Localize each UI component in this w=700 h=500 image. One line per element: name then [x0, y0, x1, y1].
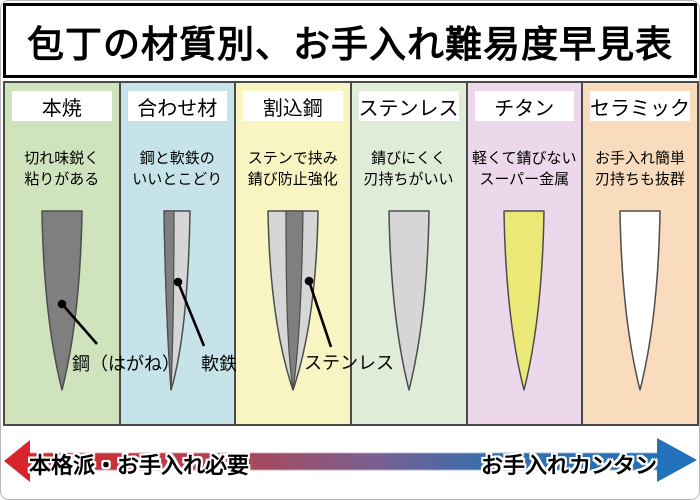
- desc-line: 刃持ちがいい: [363, 171, 454, 188]
- column-header-titanium: チタン: [474, 91, 574, 121]
- column-header-stainless: ステンレス: [358, 91, 459, 121]
- difficulty-gradient-bar: [27, 453, 661, 470]
- column-desc-honyaki: 切れ味鋭く 粘りがある: [5, 148, 119, 190]
- scale-label-right: お手入れカンタン: [480, 453, 657, 478]
- blade-part-label-stainless: ステンレス: [304, 353, 394, 373]
- column-title: セラミック: [590, 97, 690, 120]
- column-desc-warikomi: ステンで挟み 錆び防止強化: [236, 148, 350, 190]
- desc-line: ステンで挟み: [247, 150, 338, 167]
- desc-line: 刃持ちも抜群: [594, 171, 685, 188]
- column-desc-awasezai: 鋼と軟鉄の いいとこどり: [121, 148, 235, 190]
- desc-line: 錆び防止強化: [247, 171, 338, 188]
- title-box: 包丁の材質別、お手入れ難易度早見表: [3, 3, 697, 78]
- desc-line: 錆びにくく: [371, 150, 446, 167]
- difficulty-scale: 本格派・お手入れ必要 お手入れカンタン: [1, 426, 699, 499]
- column-title: 割込鋼: [262, 97, 323, 120]
- arrow-right-icon: [657, 438, 697, 482]
- page-title: 包丁の材質別、お手入れ難易度早見表: [27, 23, 673, 65]
- column-title: 合わせ材: [137, 97, 218, 120]
- column-desc-titanium: 軽くて錆びない スーパー金属: [468, 148, 582, 190]
- column-titanium: チタン 軽くて錆びない スーパー金属: [467, 83, 582, 424]
- column-title: 本焼: [41, 97, 82, 120]
- column-desc-stainless: 錆びにくく 刃持ちがいい: [352, 148, 466, 190]
- column-ceramic: セラミック お手入れ簡単 刃持ちも抜群: [583, 83, 697, 424]
- scale-label-left: 本格派・お手入れ必要: [29, 453, 250, 478]
- desc-line: 粘りがある: [24, 171, 100, 188]
- column-header-warikomi: 割込鋼: [243, 91, 343, 121]
- column-awasezai: 合わせ材 鋼と軟鉄の いいとこどり: [120, 83, 235, 424]
- desc-line: お手入れ簡単: [594, 150, 685, 167]
- column-header-honyaki: 本焼: [12, 91, 112, 121]
- column-title: ステンレス: [358, 97, 459, 120]
- desc-line: いいとこどり: [132, 171, 223, 188]
- knife-blade-titanium-illustration: [503, 210, 545, 391]
- desc-line: 軽くて錆びない: [471, 150, 577, 167]
- desc-line: スーパー金属: [479, 171, 570, 188]
- material-columns-board: 本焼 切れ味鋭く 粘りがある 合わせ材 鋼と軟鉄の いいとこどり: [3, 81, 699, 426]
- blade-part-label-hagane: 鋼（はがね）: [72, 354, 180, 374]
- blade-part-label-nantetsu: 軟鉄: [201, 354, 237, 374]
- column-desc-ceramic: お手入れ簡単 刃持ちも抜群: [583, 148, 697, 190]
- desc-line: 鋼と軟鉄の: [139, 150, 215, 167]
- column-warikomi: 割込鋼 ステンで挟み 錆び防止強化: [236, 83, 350, 424]
- knife-blade-stainless-illustration: [387, 210, 430, 391]
- column-header-ceramic: セラミック: [590, 91, 690, 121]
- column-title: チタン: [494, 97, 555, 120]
- knife-blade-warikomi-illustration: [267, 210, 319, 391]
- knife-blade-ceramic-illustration: [619, 210, 661, 391]
- column-header-awasezai: 合わせ材: [127, 91, 227, 121]
- column-stainless: ステンレス 錆びにくく 刃持ちがいい: [351, 83, 466, 424]
- desc-line: 切れ味鋭く: [24, 150, 100, 167]
